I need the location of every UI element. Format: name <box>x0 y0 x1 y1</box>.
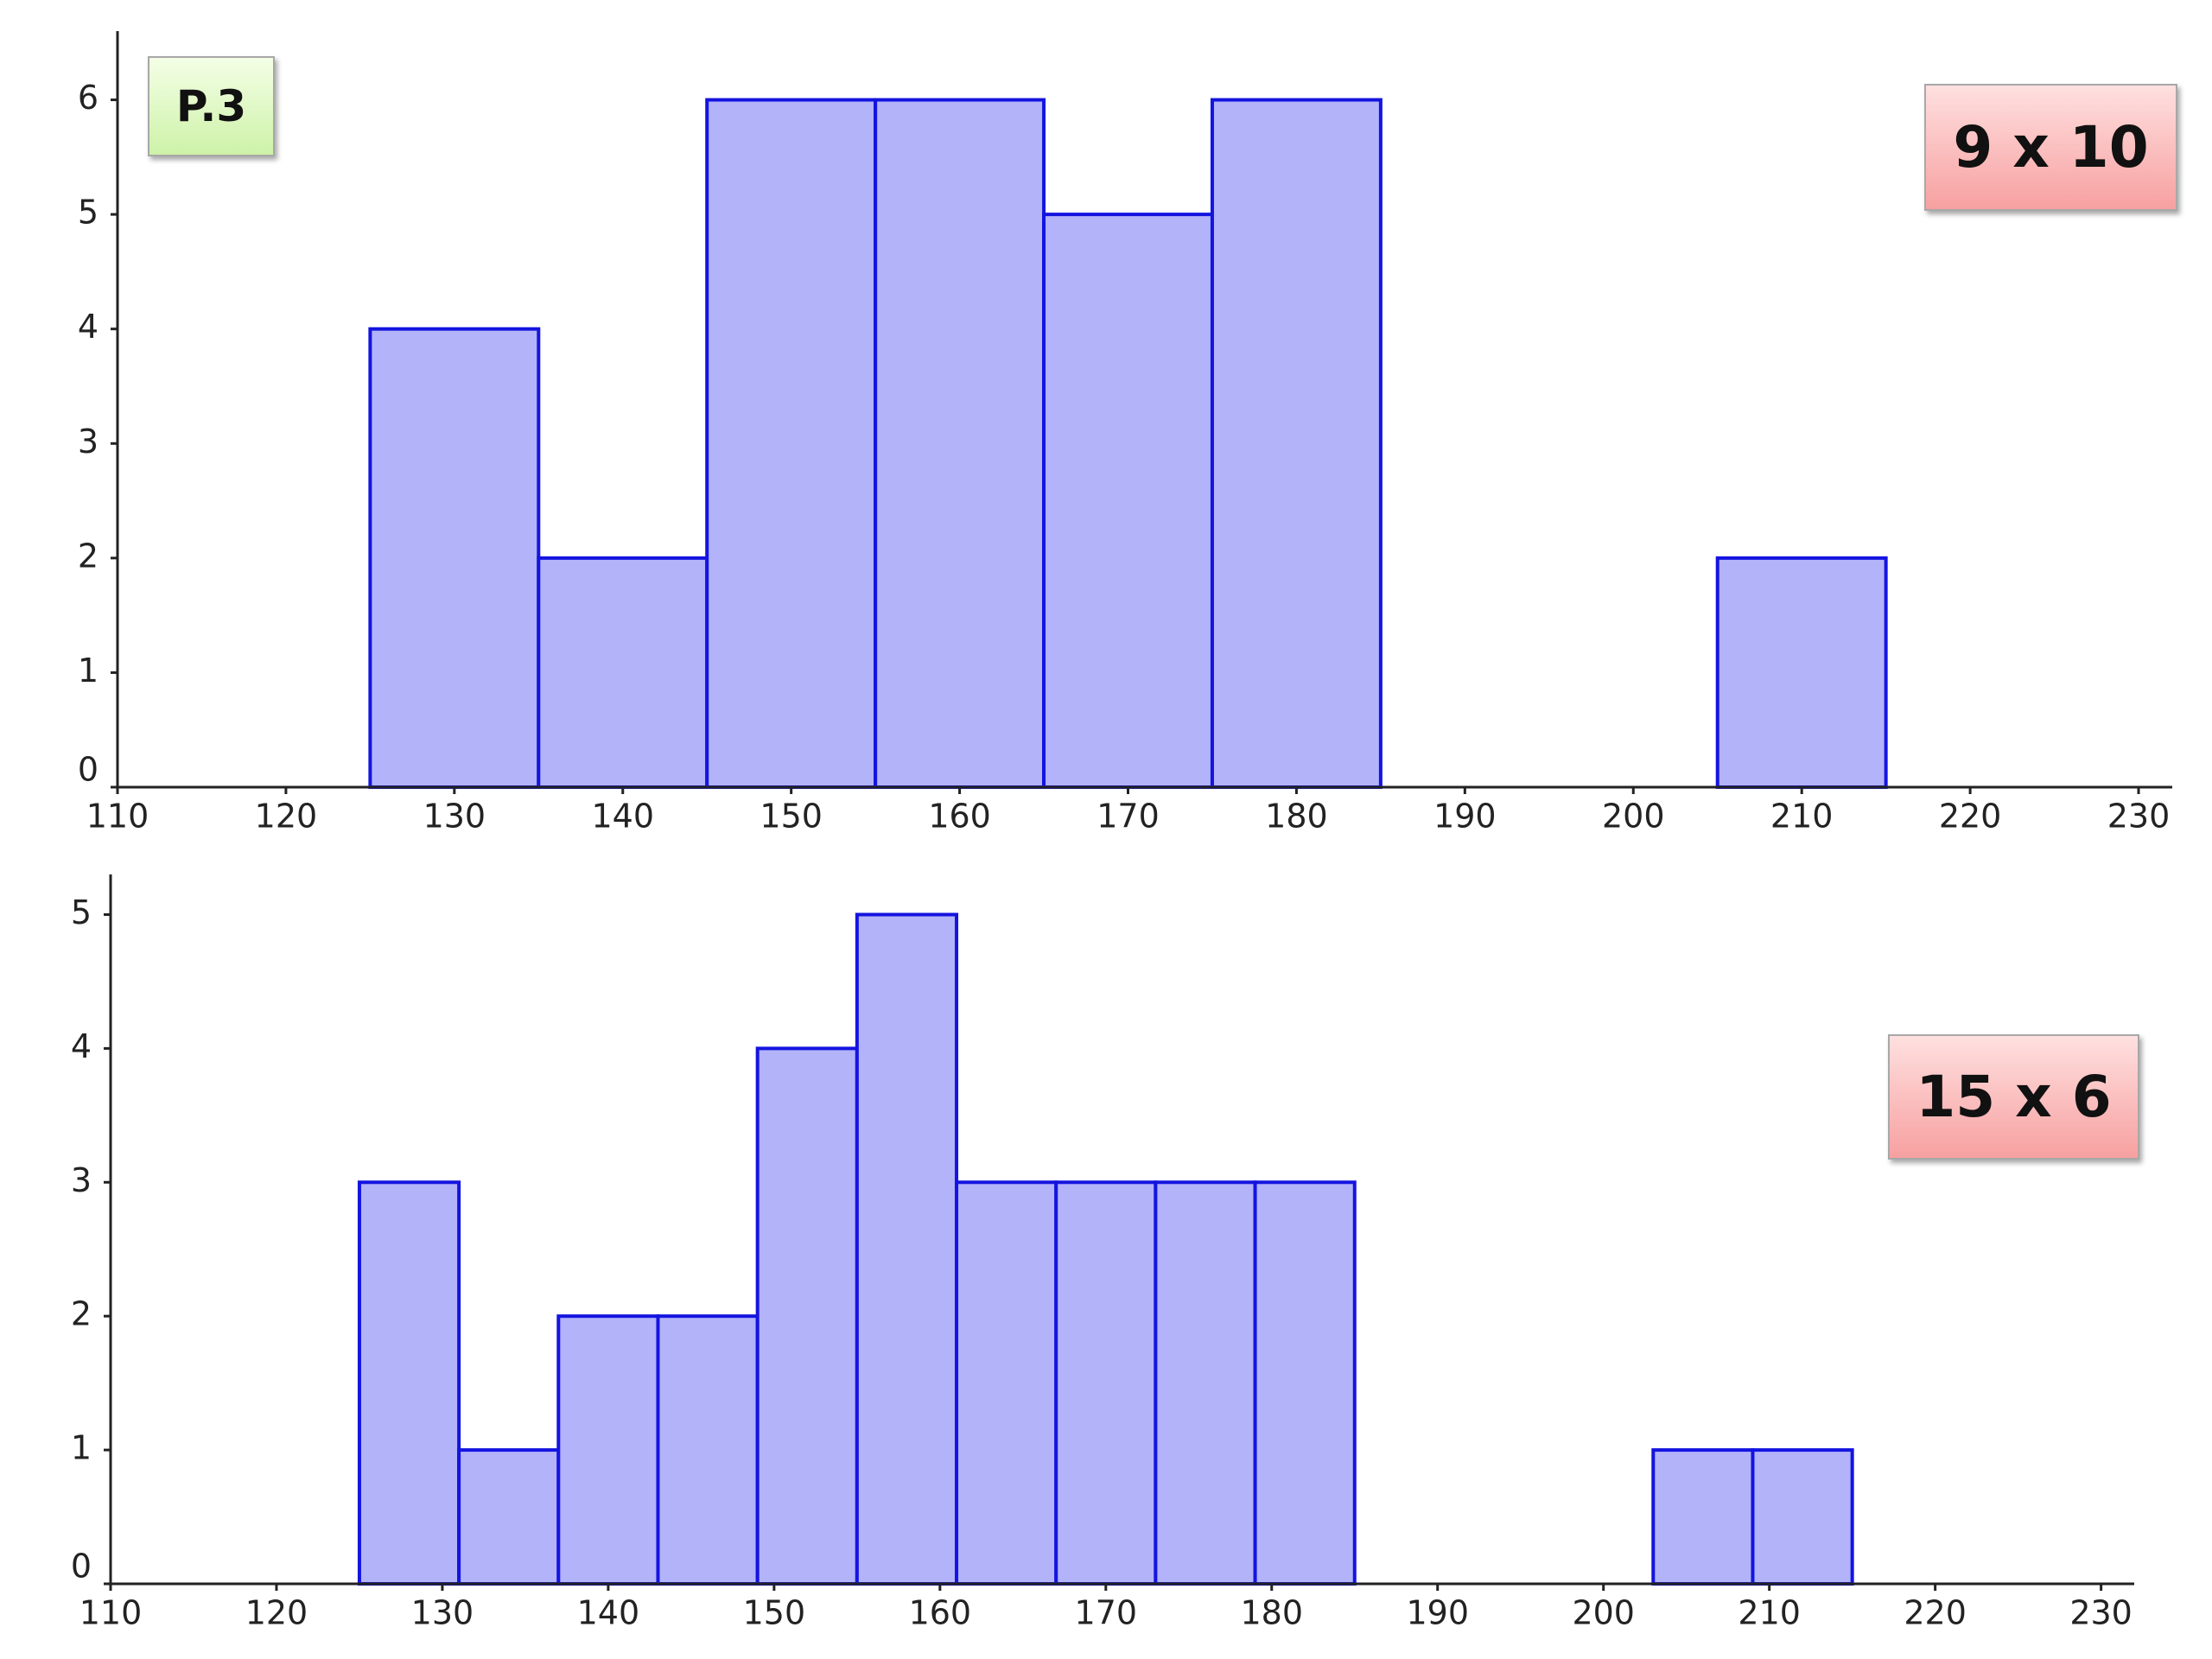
bar <box>1154 1180 1257 1586</box>
annotation-box <box>148 56 275 156</box>
bar <box>656 1314 760 1586</box>
annotation: P.3 <box>176 81 246 131</box>
x-tick-label: 190 <box>1433 798 1497 836</box>
annotation: 15 x 6 <box>1916 1064 2111 1130</box>
x-tick-label: 140 <box>577 1594 640 1632</box>
x-tick-label: 220 <box>1904 1594 1967 1632</box>
bar <box>537 556 709 790</box>
bar <box>955 1180 1058 1586</box>
bar <box>1054 1180 1158 1586</box>
y-tick-label: 3 <box>71 1161 92 1199</box>
bar <box>1210 98 1382 789</box>
y-tick-label: 1 <box>78 652 99 690</box>
bar <box>874 98 1046 789</box>
bar <box>457 1448 561 1586</box>
x-tick-label: 160 <box>909 1594 972 1632</box>
bar <box>1042 213 1214 789</box>
bar <box>368 327 541 789</box>
y-tick-label: 5 <box>71 893 92 931</box>
x-tick-label: 140 <box>591 798 654 836</box>
bar <box>1715 556 1888 790</box>
x-tick-label: 180 <box>1265 798 1328 836</box>
bar <box>357 1180 461 1586</box>
bar <box>855 912 959 1586</box>
bar <box>1651 1448 1755 1586</box>
x-tick-label: 110 <box>79 1594 143 1632</box>
bar <box>755 1046 859 1586</box>
x-tick-label: 200 <box>1572 1594 1635 1632</box>
x-tick-label: 180 <box>1241 1594 1304 1632</box>
x-tick-label: 210 <box>1738 1594 1801 1632</box>
x-tick-label: 130 <box>411 1594 474 1632</box>
annotation-box <box>1924 84 2177 211</box>
x-tick-label: 120 <box>245 1594 308 1632</box>
x-tick-label: 110 <box>86 798 149 836</box>
bar <box>1751 1448 1854 1586</box>
x-tick-label: 190 <box>1406 1594 1469 1632</box>
x-tick-label: 220 <box>1939 798 2002 836</box>
x-tick-label: 170 <box>1096 798 1160 836</box>
annotation-box <box>1888 1034 2139 1160</box>
x-tick-label: 170 <box>1075 1594 1138 1632</box>
y-tick-label: 0 <box>78 751 99 789</box>
y-tick-label: 2 <box>71 1295 92 1333</box>
x-tick-label: 150 <box>760 798 823 836</box>
x-tick-label: 230 <box>2069 1594 2133 1632</box>
x-tick-label: 200 <box>1602 798 1665 836</box>
x-tick-label: 160 <box>928 798 991 836</box>
y-tick-label: 6 <box>78 79 99 117</box>
x-tick-label: 150 <box>743 1594 806 1632</box>
bar <box>705 98 878 789</box>
y-tick-label: 1 <box>71 1429 92 1467</box>
x-tick-label: 210 <box>1770 798 1834 836</box>
bar <box>556 1314 660 1586</box>
y-tick-label: 2 <box>78 537 99 575</box>
y-tick-label: 4 <box>78 308 99 346</box>
annotation: 9 x 10 <box>1953 114 2148 181</box>
x-tick-label: 130 <box>423 798 486 836</box>
bar <box>1253 1180 1357 1586</box>
x-tick-label: 230 <box>2107 798 2171 836</box>
y-tick-label: 0 <box>71 1548 92 1586</box>
x-tick-label: 120 <box>255 798 318 836</box>
y-tick-label: 4 <box>71 1027 92 1065</box>
y-tick-label: 3 <box>78 423 99 461</box>
y-tick-label: 5 <box>78 194 99 232</box>
